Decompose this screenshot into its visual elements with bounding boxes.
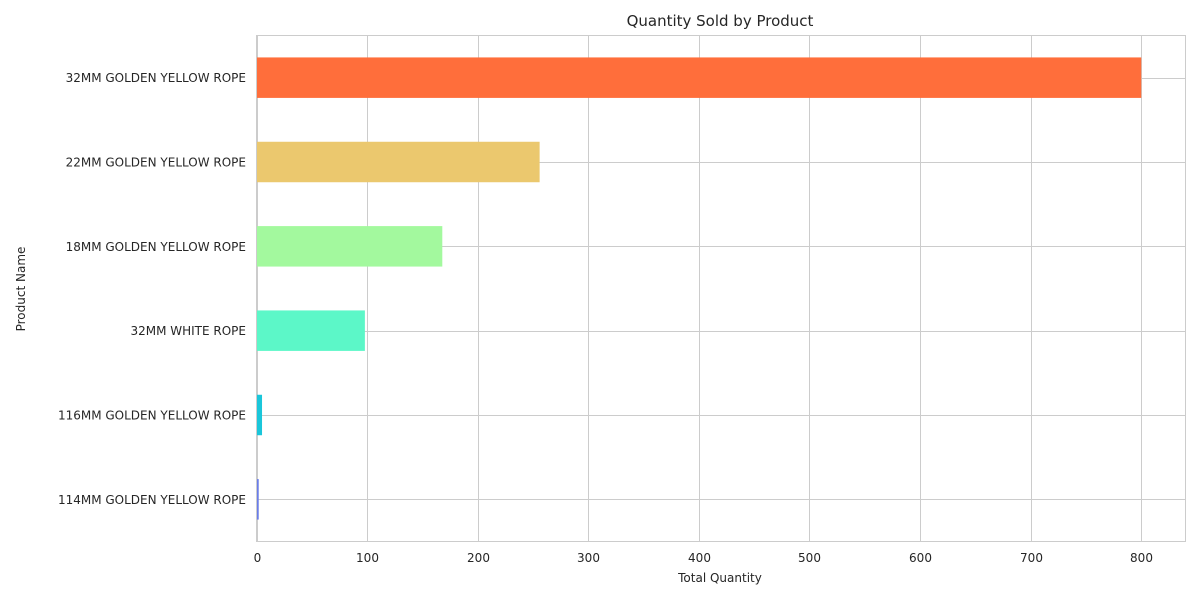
plot-frame <box>256 35 1186 542</box>
y-tick-label: 32MM GOLDEN YELLOW ROPE <box>66 71 246 85</box>
grid <box>256 35 1186 542</box>
bar <box>256 226 443 267</box>
bar <box>256 57 1142 98</box>
y-tick-label: 32MM WHITE ROPE <box>130 324 246 338</box>
x-tick-label: 100 <box>356 551 379 565</box>
x-axis-ticks: 0 100 200 300 400 500 600 700 800 <box>254 551 1153 565</box>
x-axis-label: Total Quantity <box>677 571 762 585</box>
x-tick-label: 700 <box>1020 551 1043 565</box>
x-tick-label: 500 <box>798 551 821 565</box>
x-tick-label: 600 <box>909 551 932 565</box>
y-axis-ticks: 32MM GOLDEN YELLOW ROPE 22MM GOLDEN YELLO… <box>58 71 246 507</box>
x-tick-label: 800 <box>1130 551 1153 565</box>
bar <box>256 310 365 351</box>
x-tick-label: 300 <box>577 551 600 565</box>
bar <box>256 141 540 183</box>
bars <box>256 57 1142 520</box>
x-tick-label: 200 <box>467 551 490 565</box>
bar <box>256 479 259 520</box>
y-tick-label: 114MM GOLDEN YELLOW ROPE <box>58 493 246 507</box>
y-tick-label: 116MM GOLDEN YELLOW ROPE <box>58 409 246 423</box>
chart-title: Quantity Sold by Product <box>627 12 814 30</box>
x-tick-label: 0 <box>254 551 262 565</box>
bar <box>256 394 263 436</box>
y-axis-label: Product Name <box>14 247 28 332</box>
y-tick-label: 22MM GOLDEN YELLOW ROPE <box>66 156 246 170</box>
y-tick-label: 18MM GOLDEN YELLOW ROPE <box>66 240 246 254</box>
x-tick-label: 400 <box>688 551 711 565</box>
